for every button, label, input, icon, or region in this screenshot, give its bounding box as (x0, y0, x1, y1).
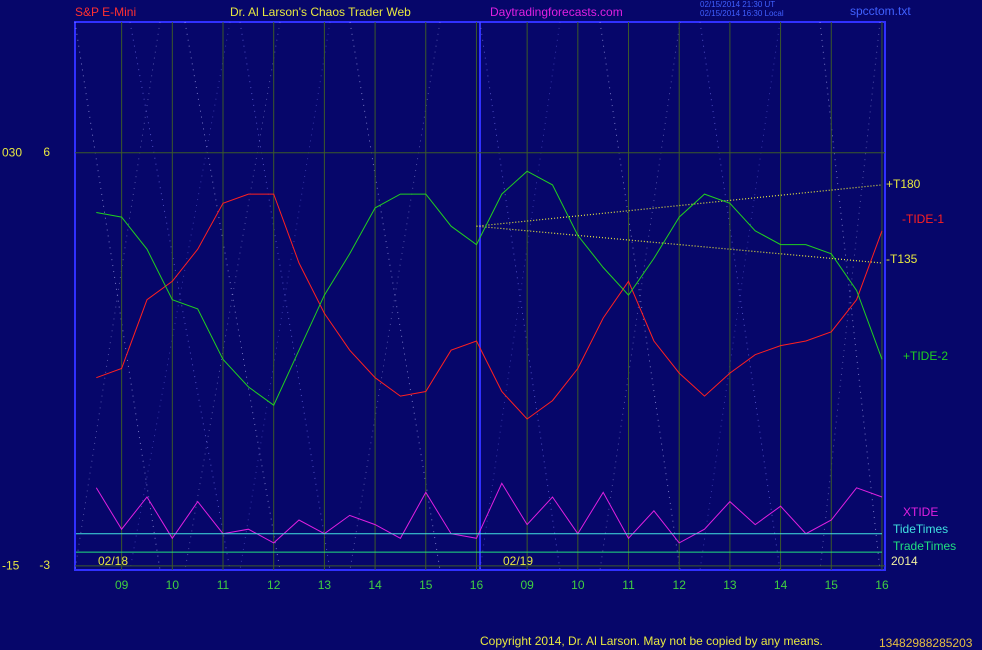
timestamp: 02/15/2014 16:30 Local (700, 9, 784, 18)
date-label: 02/19 (503, 554, 533, 568)
x-tick-label: 13 (318, 578, 332, 592)
x-tick-label: 14 (774, 578, 788, 592)
x-tick-label: 13 (723, 578, 737, 592)
year-label: 2014 (891, 554, 918, 568)
series-line (476, 225, 883, 264)
legend-label: TideTimes (893, 522, 948, 536)
y-tick-label: 6 (43, 145, 50, 159)
x-tick-label: 09 (115, 578, 129, 592)
series-line (96, 193, 883, 420)
legend-label: +T180 (886, 177, 921, 191)
x-tick-label: 16 (875, 578, 889, 592)
cycle-guide (599, 21, 681, 571)
x-tick-label: 11 (622, 578, 635, 592)
website: Daytradingforecasts.com (490, 5, 623, 19)
y2-tick-label: 030 (2, 145, 22, 159)
legend-label: XTIDE (903, 505, 938, 519)
instrument: S&P E-Mini (75, 5, 136, 19)
series-line (95, 482, 883, 544)
cycle-guide (239, 21, 331, 571)
y2-tick-label: -15 (2, 559, 20, 573)
legend-label: +TIDE-2 (903, 349, 948, 363)
chart-title: Dr. Al Larson's Chaos Trader Web (230, 5, 411, 19)
file-name: spcctom.txt (850, 4, 911, 18)
x-tick-label: 09 (520, 578, 534, 592)
x-tick-label: 12 (267, 578, 281, 592)
x-tick-label: 10 (166, 578, 180, 592)
code: 13482988285203 (879, 636, 973, 650)
cycle-guide (699, 21, 781, 571)
x-tick-label: 11 (217, 578, 230, 592)
legend-label: -TIDE-1 (902, 212, 944, 226)
cycle-guide (699, 21, 781, 571)
cycle-guide (479, 21, 561, 571)
x-tick-label: 15 (825, 578, 839, 592)
x-tick-label: 16 (470, 578, 484, 592)
copyright: Copyright 2014, Dr. Al Larson. May not b… (480, 634, 823, 648)
series-line (476, 184, 883, 227)
date-label: 02/18 (98, 554, 128, 568)
cycle-guide (479, 21, 561, 571)
timestamp: 02/15/2014 21:30 UT (700, 0, 775, 9)
cycle-guide (349, 21, 441, 571)
cycle-guide (599, 21, 681, 571)
cycle-guide (239, 21, 331, 571)
cycle-guide (349, 21, 441, 571)
cycle-guide (74, 21, 161, 571)
legend-label: TradeTimes (893, 539, 956, 553)
x-tick-label: 15 (419, 578, 433, 592)
legend-label: -T135 (886, 252, 918, 266)
x-tick-label: 14 (368, 578, 382, 592)
x-tick-label: 10 (571, 578, 585, 592)
y-tick-label: -3 (39, 558, 50, 572)
x-tick-label: 12 (673, 578, 687, 592)
series-line (96, 170, 883, 406)
cycle-guide (74, 21, 161, 571)
